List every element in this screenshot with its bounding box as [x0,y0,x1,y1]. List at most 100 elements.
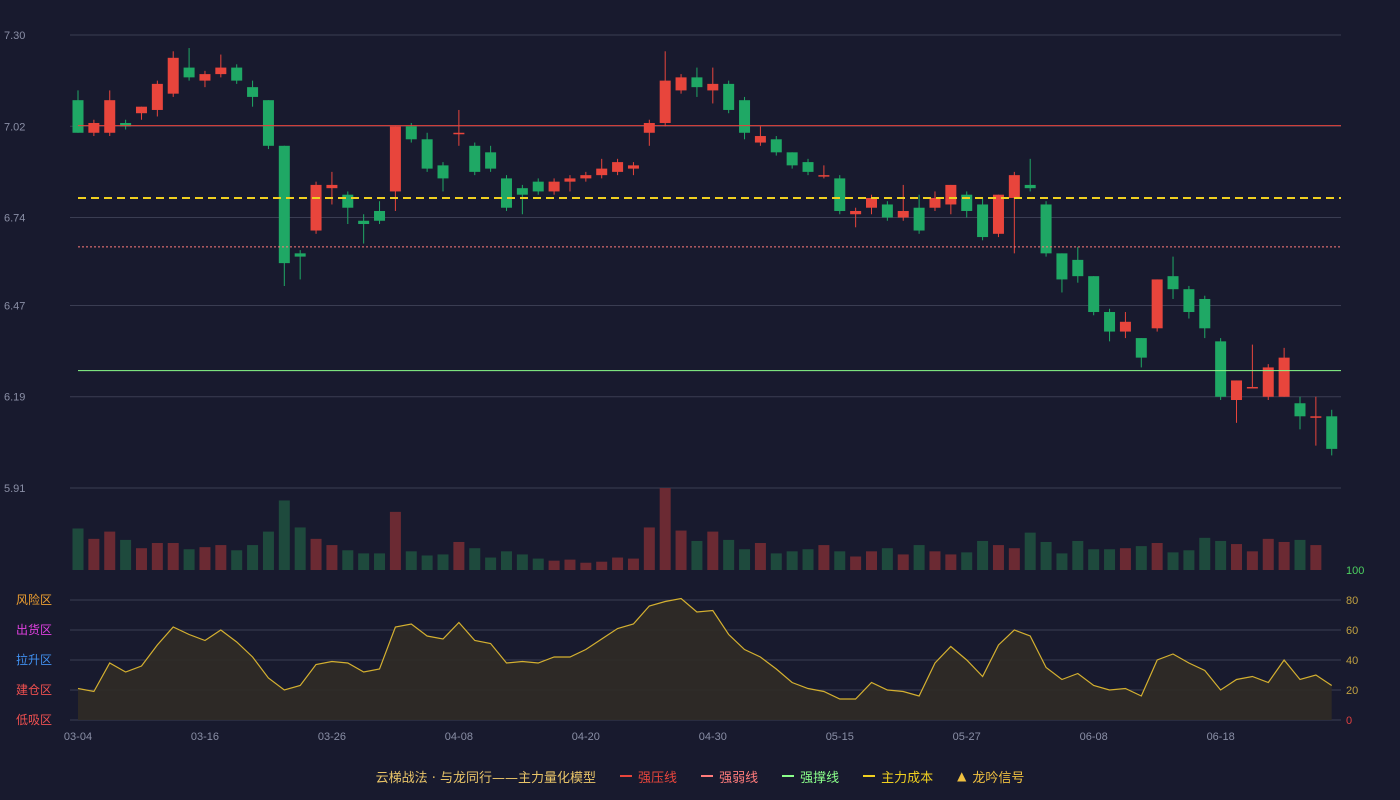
volume-bar [1278,541,1290,570]
candle-body [1310,416,1322,418]
candle-body [358,220,370,225]
volume-bar [1088,549,1100,570]
candle-body [580,175,592,179]
volume-bar [1310,545,1322,570]
volume-bar [1151,543,1163,570]
candle-body [627,165,639,169]
candle-body [294,253,306,257]
legend-item-main-cost[interactable]: 主力成本 [863,767,933,786]
candle-body [1326,416,1338,449]
candle-body [770,139,782,153]
candle-body [1262,367,1274,397]
candle-body [1231,380,1243,401]
legend-swatch-icon [782,775,795,777]
candle-body [405,126,417,140]
oscillator-zone-label: 出货区 [16,622,52,637]
volume-bar [1024,532,1036,570]
volume-bar [1119,548,1131,570]
candle-body [453,132,465,135]
volume-bar [167,543,179,570]
candle-body [262,100,274,146]
volume-bar [818,545,830,570]
candle-body [596,168,608,176]
candle-body [199,74,211,81]
candle-body [1294,403,1306,417]
volume-bar [389,511,401,570]
volume-bar [199,547,211,570]
volume-bar [992,545,1004,570]
candle-body [278,145,290,264]
volume-bar [183,549,195,570]
volume-bars [72,488,1322,570]
volume-bar [1008,548,1020,570]
candle-body [992,194,1004,234]
price-tick-label: 7.30 [4,30,25,42]
oscillator-tick-label: 80 [1346,595,1358,607]
volume-bar [374,553,386,570]
oscillator-zone-label: 风险区 [16,592,52,607]
volume-bar [1040,541,1052,570]
legend-item-strong-pressure[interactable]: 强压线 [620,767,677,786]
volume-bar [786,551,798,570]
volume-bar [881,548,893,570]
volume-bar [262,531,274,570]
candle-body [977,204,989,238]
legend-item-dragon-signal[interactable]: ▲ 龙吟信号 [957,767,1024,786]
volume-bar [437,554,449,570]
date-tick-label: 04-08 [445,731,473,743]
volume-bar [294,527,306,570]
candle-body [564,178,576,182]
oscillator-tick-label: 60 [1346,625,1358,637]
candle-body [866,197,877,208]
candle-body [88,122,100,133]
candle-body [135,106,147,114]
candle-body [643,122,655,133]
volume-bar [707,531,719,570]
reference-lines [78,125,1341,372]
volume-bar [1072,540,1084,570]
volume-bar [358,553,370,570]
candle-body [326,184,338,189]
legend-label: 强撑线 [800,770,840,786]
volume-bar [1183,550,1195,570]
volume-bar [405,551,417,570]
volume-bar [850,556,862,570]
price-grid [70,34,1341,489]
volume-bar [897,554,909,570]
volume-bar [834,551,846,570]
candle-body [802,162,814,172]
candle-body [532,181,544,192]
date-tick-label: 03-16 [191,731,219,743]
price-tick-label: 6.47 [4,300,25,312]
volume-bar [596,561,608,570]
volume-bar [739,549,751,570]
volume-bar [770,553,782,570]
legend-item-strength-line[interactable]: 强弱线 [701,767,758,786]
candle-body [913,207,925,231]
volume-bar [977,540,989,570]
candle-body [659,80,671,123]
volume-bar [866,551,877,570]
volume-bar [627,558,639,570]
candle-body [1183,289,1195,313]
candle-body [1246,386,1258,389]
volume-bar [1056,553,1068,570]
legend-item-strong-support[interactable]: 强撑线 [782,767,839,786]
volume-bar [961,552,973,570]
legend-swatch-icon [863,775,876,777]
volume-bar [72,528,84,570]
candle-body [310,184,322,231]
candle-body [342,194,354,208]
candle-body [929,197,941,208]
candle-body [818,175,830,177]
candle-body [1088,276,1100,313]
candle-body [1008,175,1020,198]
volume-bar [1246,551,1258,570]
candle-body [1199,298,1211,329]
oscillator-tick-label: 20 [1346,685,1358,697]
volume-bar [1199,537,1211,570]
candle-body [183,67,195,78]
volume-bar [310,538,322,570]
price-tick-label: 6.19 [4,392,25,404]
candle-body [834,178,846,211]
